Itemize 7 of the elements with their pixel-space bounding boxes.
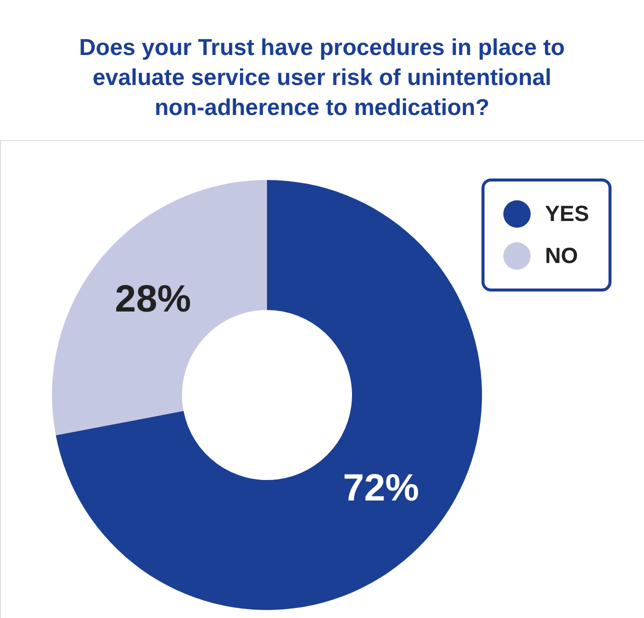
donut-slice: [56, 180, 482, 610]
legend-label: NO: [545, 243, 578, 268]
data-label: 28%: [114, 278, 191, 321]
data-label: 72%: [343, 467, 420, 510]
legend-label: YES: [545, 201, 590, 226]
chart-title: Does your Trust have procedures in place to evaluate service user risk of unintentional non-adherence to medication?: [79, 34, 565, 120]
donut-slice: [52, 180, 267, 436]
